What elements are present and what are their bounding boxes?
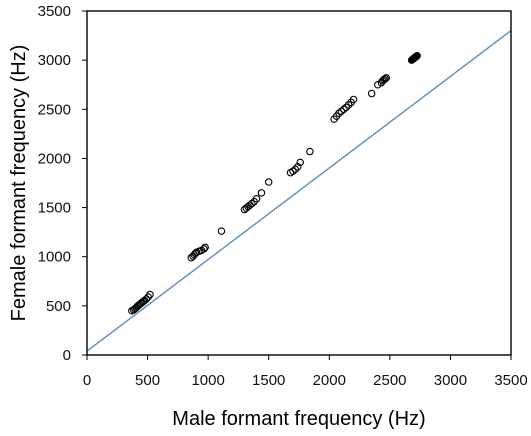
- y-tick-label: 3500: [38, 3, 71, 20]
- data-point: [217, 227, 226, 235]
- data-point: [344, 101, 353, 109]
- plot-frame: [86, 10, 512, 356]
- data-point: [200, 245, 208, 253]
- data-point: [382, 74, 390, 82]
- data-point: [380, 76, 388, 84]
- y-tick-label: 1500: [38, 200, 71, 217]
- data-point: [142, 295, 151, 303]
- data-point: [381, 75, 389, 83]
- data-point: [342, 103, 350, 112]
- x-axis-title: Male formant frequency (Hz): [172, 408, 425, 430]
- data-point: [337, 107, 346, 116]
- x-tick-label: 2000: [313, 372, 346, 389]
- y-tick-label: 2500: [38, 101, 71, 118]
- y-tick-label: 2000: [38, 150, 71, 167]
- data-point: [291, 165, 300, 173]
- data-point: [335, 109, 343, 117]
- data-point: [296, 158, 304, 167]
- data-point: [289, 167, 297, 175]
- data-point: [201, 243, 209, 252]
- data-point: [248, 199, 256, 208]
- data-point: [257, 189, 266, 197]
- data-point: [306, 147, 314, 156]
- data-point: [294, 163, 302, 171]
- y-tick-label: 1000: [38, 249, 71, 266]
- y-tick-label: 3000: [38, 52, 71, 69]
- y-axis-title: Female formant frequency (Hz): [8, 45, 30, 322]
- x-tick-label: 3500: [494, 372, 527, 389]
- data-point: [349, 95, 358, 104]
- data-point: [413, 51, 421, 60]
- x-tick-label: 2500: [373, 372, 406, 389]
- x-tick-label: 1000: [191, 372, 224, 389]
- x-tick-label: 3000: [434, 372, 467, 389]
- x-tick-label: 0: [83, 372, 91, 389]
- data-point: [367, 89, 376, 98]
- data-point: [146, 290, 154, 299]
- data-point: [252, 194, 261, 203]
- y-tick-label: 500: [46, 298, 71, 315]
- data-point: [190, 250, 198, 259]
- x-tick-label: 1500: [252, 372, 285, 389]
- data-point: [340, 105, 348, 114]
- x-tick-label: 500: [135, 372, 160, 389]
- data-point: [191, 249, 200, 258]
- y-tick-label: 0: [63, 347, 71, 364]
- data-point: [264, 178, 273, 186]
- data-point: [373, 80, 382, 89]
- reference-line: [86, 30, 512, 352]
